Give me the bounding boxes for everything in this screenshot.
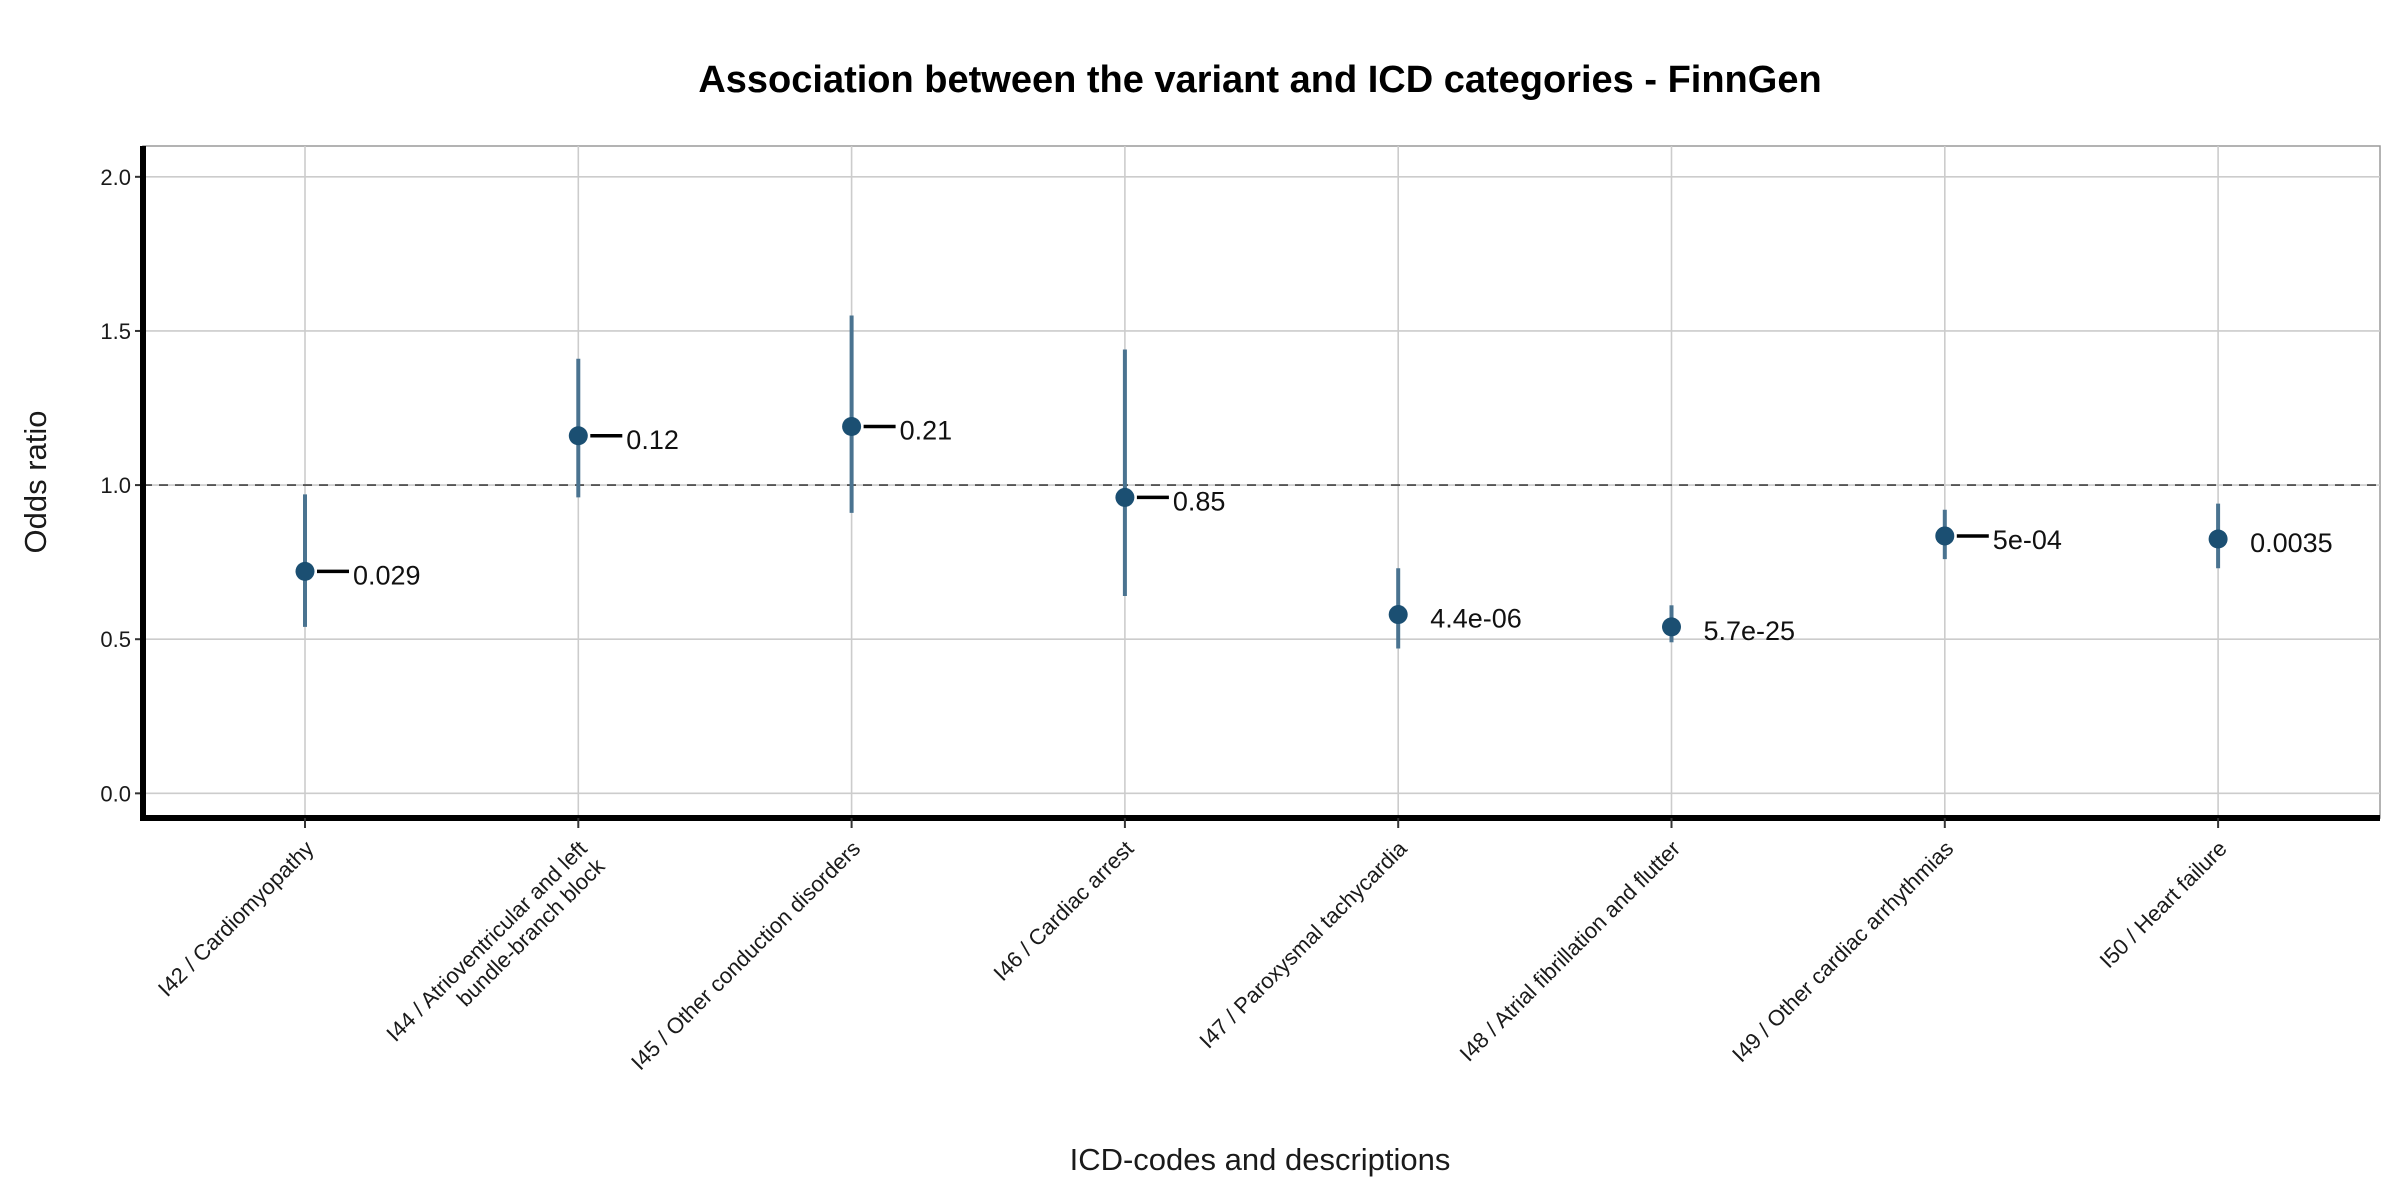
p-value-label: 4.4e-06 [1430,604,1522,634]
category-label: I47 / Paroxysmal tachycardia [1194,835,1412,1053]
category-label-line: I46 / Cardiac arrest [988,836,1138,986]
odds-ratio-point [1935,526,1955,546]
x-axis-title: ICD-codes and descriptions [1070,1142,1451,1177]
odds-ratio-point [295,561,315,581]
grid-lines [142,145,2381,819]
category-label-line: I47 / Paroxysmal tachycardia [1194,835,1412,1053]
y-tick-label: 1.0 [100,473,131,498]
p-value-label: 5.7e-25 [1704,616,1796,646]
odds-ratio-point [842,417,862,437]
chart-title: Association between the variant and ICD … [698,59,1821,101]
odds-ratio-point [568,426,588,446]
x-axis-category-labels: I42 / Cardiomyopathy I44 / Atrioventricul… [153,835,2232,1075]
p-value-label: 0.85 [1173,486,1226,516]
category-label-line: I48 / Atrial fibrillation and flutter [1455,836,1685,1066]
category-label-line: I49 / Other cardiac arrhythmias [1727,836,1958,1067]
category-label-line: I50 / Heart failure [2095,836,2232,973]
category-label-line: I42 / Cardiomyopathy [153,836,319,1002]
axes [140,146,2380,828]
category-label: I49 / Other cardiac arrhythmias [1727,836,1958,1067]
p-value-label: 0.12 [626,425,679,455]
category-label: I44 / Atrioventricular and leftbundle-br… [381,835,610,1064]
y-tick-label: 0.0 [100,781,131,806]
category-label-line: bundle-branch block [452,853,610,1011]
category-label: I42 / Cardiomyopathy [153,836,319,1002]
p-value-label: 0.029 [353,560,421,590]
odds-ratio-point [1388,605,1408,625]
y-axis-ticks: 0.0 0.5 1.0 1.5 2.0 [100,165,143,806]
odds-ratio-point [1115,487,1135,507]
odds-ratio-point [1662,617,1681,637]
category-label: I50 / Heart failure [2095,836,2232,973]
p-value-label: 0.21 [900,416,953,446]
y-tick-label: 1.5 [100,319,131,344]
y-tick-label: 2.0 [100,165,131,190]
p-value-label: 0.0035 [2250,528,2333,558]
category-label-line: I44 / Atrioventricular and left [381,836,592,1047]
odds-ratio-point [2208,529,2228,549]
data-marks: 0.029 0.12 0.21 0.85 4.4e-06 5.7e-25 5e-04 0.00… [295,315,2333,649]
category-label: I46 / Cardiac arrest [988,836,1138,986]
panel-border [142,145,2381,819]
p-value-label: 5e-04 [1993,525,2062,555]
category-label: I48 / Atrial fibrillation and flutter [1455,836,1685,1066]
y-axis-title: Odds ratio [18,410,53,553]
y-tick-label: 0.5 [100,627,131,652]
category-label-line: I45 / Other conduction disorders [626,836,865,1075]
category-label: I45 / Other conduction disorders [626,836,865,1075]
